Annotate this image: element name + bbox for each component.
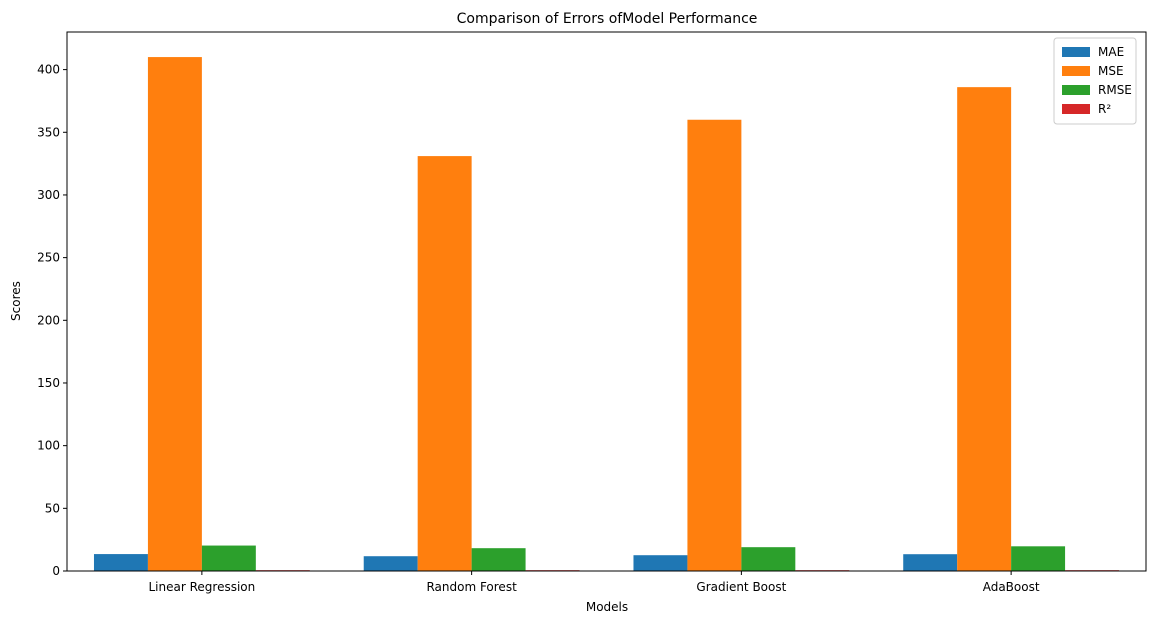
y-axis: 0 50 100 150 200 250 300 350 400 xyxy=(37,63,67,578)
y-axis-title: Scores xyxy=(9,281,23,321)
legend-swatch-rmse xyxy=(1062,85,1090,95)
y-tick-label-5: 250 xyxy=(37,251,60,265)
bar-rmse-0 xyxy=(201,545,256,571)
plot-frame xyxy=(66,31,1147,572)
bar-mae-0 xyxy=(93,554,148,571)
legend-swatch-mse xyxy=(1062,66,1090,76)
legend: MAE MSE RMSE R² xyxy=(1053,37,1137,125)
y-tick-label-0: 0 xyxy=(52,564,60,578)
legend-swatch-r xyxy=(1062,104,1090,114)
bar-rmse-1 xyxy=(471,548,526,571)
chart-title: Comparison of Errors ofModel Performance xyxy=(457,11,758,27)
x-axis-title: Models xyxy=(586,600,628,614)
y-tick-label-3: 150 xyxy=(37,376,60,390)
bar-mse-0 xyxy=(147,57,202,572)
x-tick-label-0: Linear Regression xyxy=(149,580,256,594)
bar-mae-3 xyxy=(903,554,958,571)
legend-label-rmse: RMSE xyxy=(1098,83,1132,97)
x-tick-label-2: Gradient Boost xyxy=(696,580,786,594)
legend-box xyxy=(1053,37,1137,125)
bar-mae-1 xyxy=(363,556,418,571)
bar-mse-1 xyxy=(417,156,472,572)
y-tick-label-7: 350 xyxy=(37,125,60,139)
y-tick-label-2: 100 xyxy=(37,439,60,453)
bar-rmse-3 xyxy=(1011,546,1066,571)
legend-label-r: R² xyxy=(1098,102,1111,116)
legend-swatch-mae xyxy=(1062,47,1090,57)
y-tick-label-1: 50 xyxy=(45,501,60,515)
y-tick-label-8: 400 xyxy=(37,63,60,77)
bar-mae-2 xyxy=(633,555,688,571)
plot-area xyxy=(66,31,1147,572)
x-tick-label-1: Random Forest xyxy=(426,580,517,594)
x-tick-label-3: AdaBoost xyxy=(983,580,1040,594)
bar-rmse-2 xyxy=(741,547,796,571)
legend-label-mse: MSE xyxy=(1098,64,1124,78)
legend-label-mae: MAE xyxy=(1098,45,1124,59)
bar-mse-3 xyxy=(957,87,1012,571)
x-axis: Linear Regression Random Forest Gradient B… xyxy=(149,571,1040,594)
y-tick-label-4: 200 xyxy=(37,313,60,327)
bar-mse-2 xyxy=(687,119,742,571)
y-tick-label-6: 300 xyxy=(37,188,60,202)
